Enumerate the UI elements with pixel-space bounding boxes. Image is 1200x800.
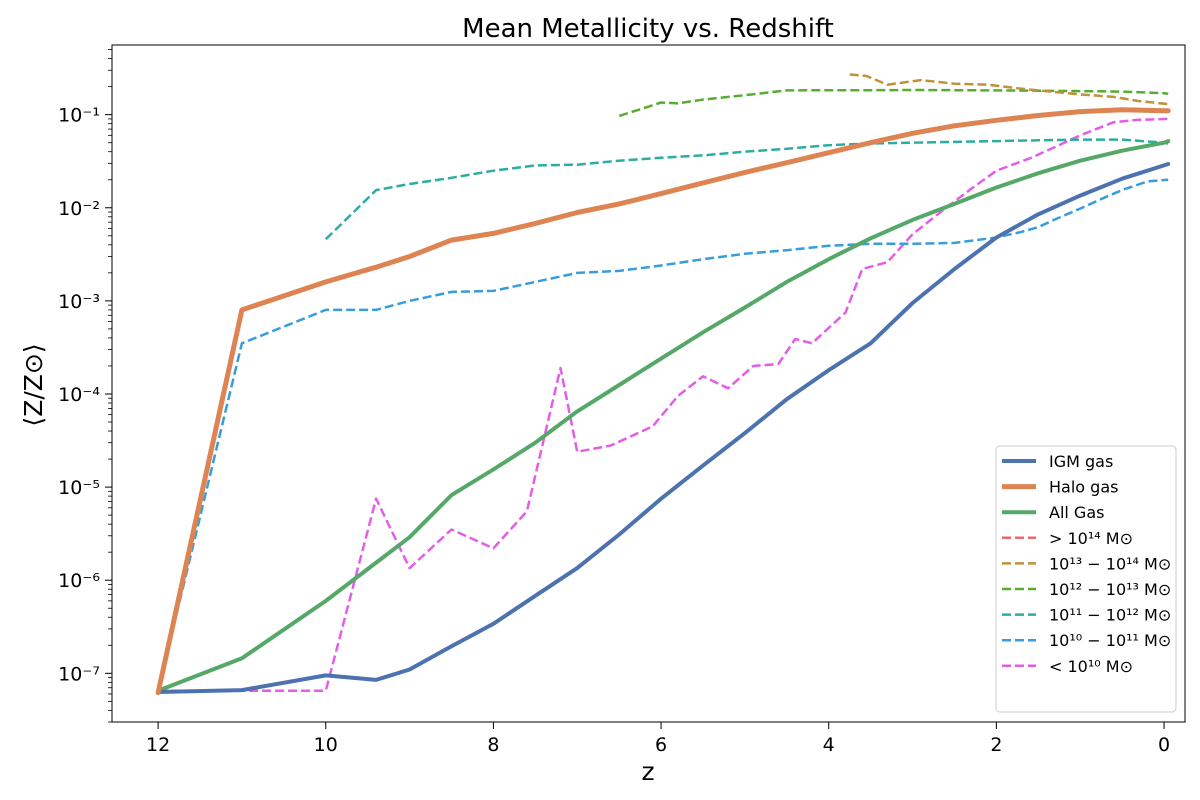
series-line xyxy=(156,162,1171,694)
x-tick-label: 10 xyxy=(314,734,338,756)
y-tick-label: 10⁻⁴ xyxy=(58,384,100,406)
x-tick-label: 6 xyxy=(655,734,667,756)
series-line xyxy=(155,107,1171,696)
legend-label: IGM gas xyxy=(1049,452,1113,471)
series-line xyxy=(156,178,1169,691)
x-tick-label: 2 xyxy=(990,734,1002,756)
series-line xyxy=(156,139,1171,693)
legend-label: 10¹³ − 10¹⁴ M⊙ xyxy=(1049,554,1171,573)
series-line xyxy=(324,138,1169,241)
legend-label: > 10¹⁴ M⊙ xyxy=(1049,529,1133,548)
x-tick-label: 8 xyxy=(487,734,499,756)
legend-label: 10¹⁰ − 10¹¹ M⊙ xyxy=(1049,631,1171,650)
chart-title: Mean Metallicity vs. Redshift xyxy=(462,14,834,44)
y-tick-label: 10⁻² xyxy=(58,198,100,220)
y-axis-label: ⟨Z/Z⊙⟩ xyxy=(19,343,48,426)
legend-label: < 10¹⁰ M⊙ xyxy=(1049,657,1133,676)
x-tick-label: 4 xyxy=(823,734,835,756)
y-tick-label: 10⁻⁷ xyxy=(58,663,100,685)
series-lines xyxy=(155,73,1171,696)
x-tick-label: 0 xyxy=(1158,734,1170,756)
legend-label: Halo gas xyxy=(1049,478,1118,497)
legend: IGM gas Halo gas All Gas > 10¹⁴ M⊙ 10¹³ − 10… xyxy=(995,445,1177,713)
legend-label: All Gas xyxy=(1049,503,1104,522)
legend-label: 10¹² − 10¹³ M⊙ xyxy=(1049,580,1171,599)
series-line xyxy=(158,117,1169,692)
y-tick-label: 10⁻¹ xyxy=(58,105,100,127)
y-tick-label: 10⁻⁶ xyxy=(58,570,100,592)
plot-area xyxy=(111,44,1186,723)
y-tick-label: 10⁻⁵ xyxy=(58,477,100,499)
x-axis-label: z xyxy=(641,757,654,786)
series-line xyxy=(849,73,1169,106)
series-line xyxy=(618,88,1169,118)
legend-label: 10¹¹ − 10¹² M⊙ xyxy=(1049,606,1171,625)
y-tick-label: 10⁻³ xyxy=(58,291,100,313)
x-tick-label: 12 xyxy=(146,734,170,756)
legend-box xyxy=(995,445,1177,713)
axis-ticks: 12 10 8 6 4 2 0 10⁻⁷ 10⁻⁶ 10⁻⁵ 10⁻⁴ 10⁻³ 10⁻² 10⁻¹ xyxy=(58,49,1170,756)
